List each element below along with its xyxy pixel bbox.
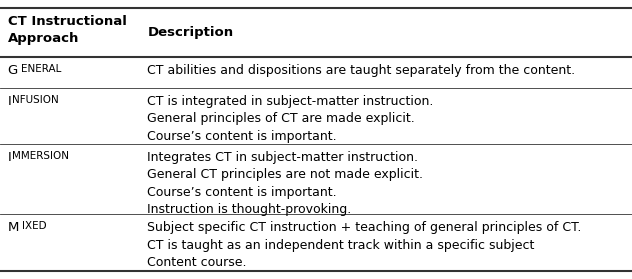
Text: Description: Description — [147, 26, 233, 39]
Text: CT Instructional
Approach: CT Instructional Approach — [8, 15, 126, 45]
Text: ENERAL: ENERAL — [21, 64, 61, 74]
Text: IXED: IXED — [22, 222, 47, 231]
Text: MMERSION: MMERSION — [13, 151, 70, 161]
Text: NFUSION: NFUSION — [13, 95, 59, 105]
Text: G: G — [8, 64, 18, 77]
Text: Subject specific CT instruction + teaching of general principles of CT.
CT is ta: Subject specific CT instruction + teachi… — [147, 222, 581, 270]
Text: Integrates CT in subject-matter instruction.
General CT principles are not made : Integrates CT in subject-matter instruct… — [147, 151, 423, 216]
Text: I: I — [8, 95, 11, 108]
Text: CT abilities and dispositions are taught separately from the content.: CT abilities and dispositions are taught… — [147, 64, 575, 77]
Text: M: M — [8, 222, 19, 234]
Text: CT is integrated in subject-matter instruction.
General principles of CT are mad: CT is integrated in subject-matter instr… — [147, 95, 434, 143]
Text: I: I — [8, 151, 11, 164]
